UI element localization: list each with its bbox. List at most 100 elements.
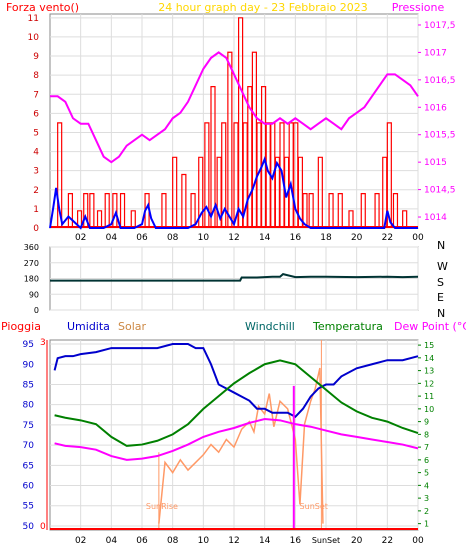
legend-umidita: Umidita: [67, 320, 110, 333]
x-tick: 22: [382, 233, 393, 243]
series-umidita: [53, 343, 419, 419]
series-forza-vento-media: [49, 156, 418, 230]
direction-label: N: [437, 239, 445, 252]
x-tick: 14: [259, 233, 271, 243]
x-tick: 02: [75, 233, 86, 243]
y-left-tick: 8: [33, 71, 39, 81]
x-tick: 02: [75, 536, 86, 546]
y-left-tick: 2: [33, 186, 39, 196]
x-tick: 20: [351, 536, 363, 546]
y-umidita-tick: 50: [23, 522, 35, 532]
x-tick: 16: [290, 536, 302, 546]
y-left-tick: 5: [33, 128, 39, 138]
y-umidita-tick: 70: [23, 441, 35, 451]
y-right-tick: 12: [424, 379, 434, 388]
x-tick: 22: [382, 536, 393, 546]
y-left-tick: 180: [24, 275, 39, 284]
y-right-tick: 1017,5: [424, 21, 456, 31]
x-tick: 06: [136, 536, 148, 546]
y-left-tick: 4: [33, 148, 39, 158]
y-umidita-tick: 60: [23, 482, 35, 492]
y-umidita-tick: 80: [23, 401, 35, 411]
series-temperatura: [54, 359, 419, 447]
y-umidita-tick: 95: [23, 340, 34, 350]
y-umidita-tick: 55: [23, 502, 34, 512]
y-left-tick: 360: [24, 243, 39, 252]
y-left-tick: 7: [33, 90, 39, 100]
series-direzione: [50, 273, 419, 282]
y-right-tick: 1016,5: [424, 76, 456, 86]
legend-solar: Solar: [118, 320, 147, 333]
x-tick: 00: [412, 536, 424, 546]
x-tick: 10: [198, 536, 210, 546]
legend-windchill: Windchill: [245, 320, 295, 333]
direction-label: S: [437, 276, 444, 289]
y-right-tick: 1015: [424, 158, 447, 168]
y-left-tick: 90: [29, 290, 39, 299]
y-right-tick: 1017: [424, 48, 447, 58]
y-right-tick: 15: [424, 341, 434, 350]
direction-label: N: [437, 307, 445, 320]
x-tick: 04: [106, 536, 118, 546]
x-tick: 20: [351, 233, 363, 243]
y-rain-tick: 0: [40, 522, 46, 532]
direction-label: E: [437, 291, 444, 304]
y-umidita-tick: 85: [23, 380, 34, 390]
y-right-tick: 11: [424, 392, 434, 401]
chart-title: 24 hour graph day - 23 Febbraio 2023: [158, 1, 368, 14]
wind-speed-title: Forza vento(): [6, 1, 79, 14]
legend-dewpoint: Dew Point (°C): [394, 320, 466, 333]
legend-temperatura: Temperatura: [312, 320, 383, 333]
y-left-tick: 10: [28, 33, 40, 43]
y-left-tick: 9: [33, 52, 39, 62]
y-right-tick: 5: [424, 469, 429, 478]
direction-label: W: [437, 260, 448, 273]
x-tick: SunSet: [312, 536, 340, 545]
sunset-label: SunSet: [300, 502, 328, 511]
y-right-tick: 9: [424, 418, 429, 427]
y-left-tick: 0: [34, 306, 39, 315]
y-right-tick: 4: [424, 481, 429, 490]
x-tick: 10: [198, 233, 210, 243]
x-tick: 16: [290, 233, 302, 243]
x-tick: 04: [106, 233, 118, 243]
x-tick: 12: [228, 233, 239, 243]
series-dewpoint: [54, 418, 419, 461]
x-tick: 06: [136, 233, 148, 243]
y-left-tick: 1: [33, 205, 39, 215]
x-tick: 12: [228, 536, 239, 546]
y-right-tick: 8: [424, 430, 429, 439]
x-tick: 00: [412, 233, 424, 243]
y-right-tick: 1014: [424, 213, 447, 223]
sunrise-label: SunRise: [146, 502, 178, 511]
y-umidita-tick: 90: [23, 360, 35, 370]
y-right-tick: 1016: [424, 103, 447, 113]
y-left-tick: 270: [24, 259, 39, 268]
pressure-title: Pressione: [392, 1, 445, 14]
series-pressione: [50, 51, 419, 164]
y-right-tick: 1: [424, 520, 429, 529]
y-right-tick: 6: [424, 456, 429, 465]
y-right-tick: 14: [424, 354, 434, 363]
y-right-tick: 1014,5: [424, 186, 456, 196]
legend-pioggia: Pioggia: [1, 320, 41, 333]
y-rain-tick: 3: [40, 338, 46, 348]
y-right-tick: 2: [424, 507, 429, 516]
y-left-tick: 11: [28, 14, 39, 24]
x-tick: 08: [167, 536, 179, 546]
y-umidita-tick: 75: [23, 421, 34, 431]
y-right-tick: 13: [424, 367, 434, 376]
y-right-tick: 3: [424, 494, 429, 503]
series-solar: [158, 367, 324, 524]
y-left-tick: 0: [33, 224, 39, 234]
x-tick: 08: [167, 233, 179, 243]
y-right-tick: 10: [424, 405, 434, 414]
y-umidita-tick: 65: [23, 461, 34, 471]
y-right-tick: 1015,5: [424, 131, 456, 141]
x-tick: 18: [320, 233, 332, 243]
x-tick: 14: [259, 536, 271, 546]
